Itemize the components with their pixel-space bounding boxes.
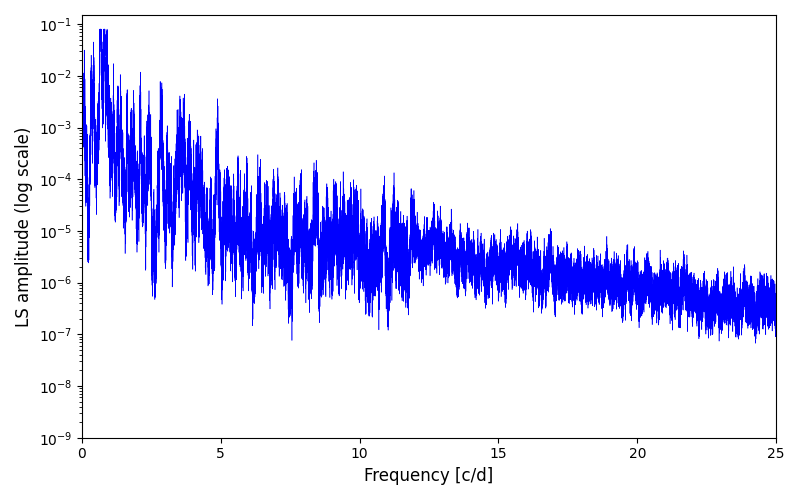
Y-axis label: LS amplitude (log scale): LS amplitude (log scale) (15, 126, 33, 326)
X-axis label: Frequency [c/d]: Frequency [c/d] (364, 467, 494, 485)
